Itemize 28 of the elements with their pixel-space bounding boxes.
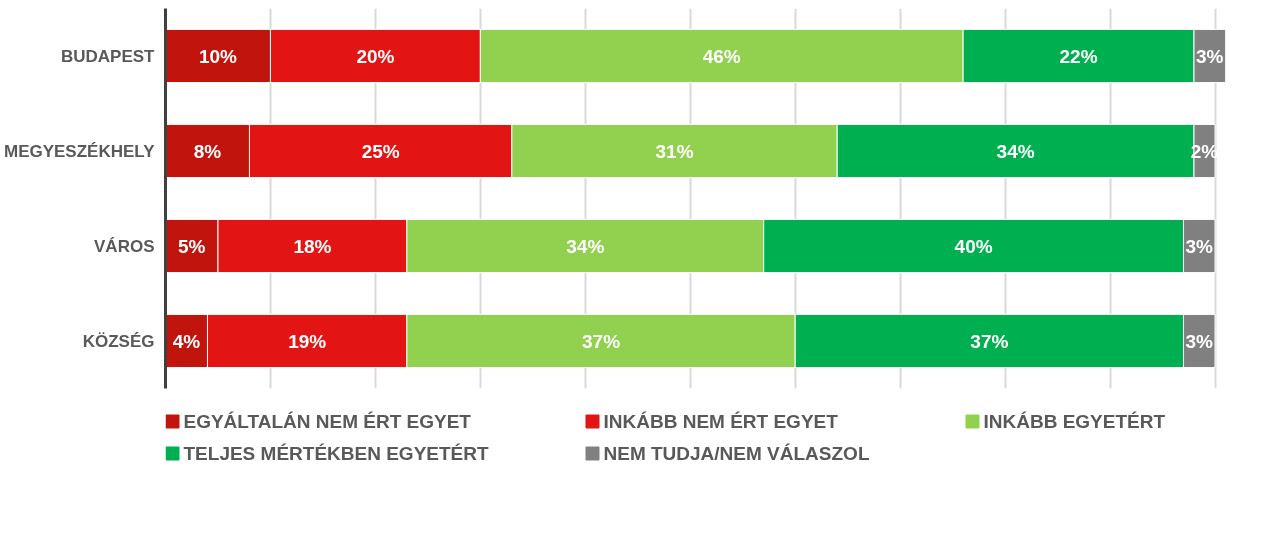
data-label: 20% — [356, 45, 395, 67]
data-label: 18% — [293, 235, 332, 257]
data-label: 3% — [1185, 330, 1214, 352]
y-tick-label: VÁROS — [94, 236, 155, 256]
data-label: 25% — [361, 140, 400, 162]
y-tick-label: BUDAPEST — [60, 46, 156, 66]
legend-label: INKÁBB NEM ÉRT EGYET — [603, 411, 839, 432]
data-label: 10% — [198, 45, 238, 67]
legend-label: EGYÁLTALÁN NEM ÉRT EGYET — [183, 411, 472, 432]
data-label: 3% — [1196, 45, 1224, 67]
data-label: 19% — [288, 330, 327, 352]
data-label: 22% — [1059, 45, 1098, 67]
legend-label: NEM TUDJA/NEM VÁLASZOL — [603, 443, 870, 464]
data-label: 3% — [1185, 235, 1214, 257]
data-label: 8% — [193, 140, 222, 162]
data-label: 5% — [178, 235, 206, 257]
y-tick-label: MEGYESZÉKHELY — [3, 141, 156, 161]
data-label: 34% — [566, 235, 605, 257]
legend-label: INKÁBB EGYETÉRT — [983, 411, 1166, 432]
legend-label: TELJES MÉRTÉKBEN EGYETÉRT — [183, 443, 489, 464]
data-label: 46% — [702, 45, 741, 67]
data-label: 31% — [655, 140, 694, 162]
y-tick-label: KÖZSÉG — [82, 331, 155, 351]
data-label: 40% — [954, 235, 993, 257]
data-label: 34% — [996, 140, 1035, 162]
data-label: 37% — [582, 330, 621, 352]
data-label: 37% — [970, 330, 1009, 352]
data-label: 4% — [172, 330, 201, 352]
